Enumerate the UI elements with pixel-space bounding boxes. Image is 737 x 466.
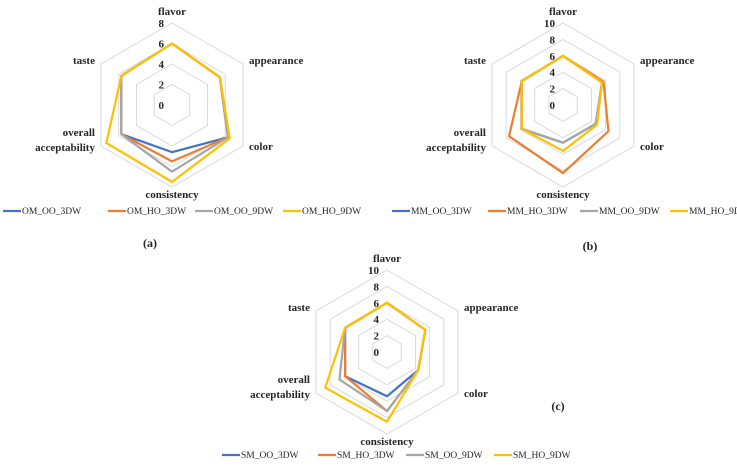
panel-label: (b) — [583, 239, 598, 253]
grid-ring — [534, 71, 592, 139]
legend-entry: OM_HO_9DW — [302, 207, 361, 217]
legend-entry: SM_HO_3DW — [337, 451, 395, 461]
series-line-OM_OO_3DW — [120, 42, 230, 154]
axis-label: overall acceptability — [250, 374, 310, 401]
axis-label: flavor — [158, 6, 186, 18]
legend-entry: SM_OO_3DW — [241, 451, 299, 461]
tick-label: 10 — [368, 265, 380, 277]
legend-entry: MM_HO_9DW — [689, 207, 737, 217]
legend-entry: MM_OO_9DW — [599, 207, 660, 217]
tick-label: 0 — [159, 100, 165, 112]
tick-label: 10 — [544, 18, 556, 30]
axis-label-line: acceptability — [426, 142, 486, 154]
grid-ring — [491, 22, 635, 188]
axis-label: taste — [464, 55, 486, 67]
series-line-SM_HO_9DW — [324, 301, 427, 423]
legend-entry: OM_HO_3DW — [127, 207, 186, 217]
axis-label-line: acceptability — [35, 142, 95, 154]
series-line-MM_HO_9DW — [520, 54, 604, 153]
axis-label-line: overall — [454, 127, 486, 139]
axis-label: taste — [288, 302, 310, 314]
tick-label: 6 — [374, 298, 380, 310]
axis-label-line: acceptability — [250, 389, 310, 401]
grid-ring — [315, 269, 459, 435]
axis-label: appearance — [640, 55, 695, 67]
grid-ring — [329, 285, 445, 419]
axis-label: overall acceptability — [426, 127, 486, 154]
tick-label: 2 — [550, 84, 556, 96]
axis-label: consistency — [536, 189, 590, 201]
axis-label: taste — [73, 55, 95, 67]
axis-label: overall acceptability — [35, 127, 95, 154]
series-line-OM_HO_3DW — [120, 42, 230, 163]
tick-label: 0 — [550, 100, 556, 112]
grid-ring — [548, 88, 578, 122]
legend-entry: SM_HO_9DW — [513, 451, 571, 461]
axis-label: flavor — [373, 253, 401, 265]
grid-ring — [153, 83, 191, 127]
panel-label: (c) — [551, 399, 564, 413]
legend-entry: OM_OO_9DW — [214, 207, 273, 217]
grid-ring — [135, 63, 209, 147]
tick-label: 2 — [374, 331, 380, 343]
series-line-OM_HO_9DW — [105, 42, 231, 183]
axis-label: flavor — [549, 6, 577, 18]
series-line-SM_OO_3DW — [344, 301, 427, 398]
panel-label: (a) — [143, 236, 157, 250]
grid-ring — [372, 335, 402, 369]
axis-label: appearance — [249, 55, 304, 67]
tick-label: 4 — [159, 59, 165, 71]
axis-label: consistency — [145, 189, 199, 201]
tick-label: 8 — [550, 34, 556, 46]
tick-label: 8 — [374, 281, 380, 293]
legend-entry: OM_OO_3DW — [22, 207, 81, 217]
tick-label: 6 — [159, 39, 165, 51]
grid-ring — [505, 38, 621, 172]
axis-label: color — [640, 141, 664, 153]
tick-label: 8 — [159, 18, 165, 30]
axis-label-line: overall — [278, 374, 310, 386]
axis-label-line: overall — [63, 127, 95, 139]
axis-label: consistency — [360, 436, 414, 448]
axis-label: color — [249, 141, 273, 153]
grid-ring — [519, 55, 607, 155]
grid-ring — [358, 318, 416, 386]
tick-label: 6 — [550, 51, 556, 63]
axis-label: appearance — [464, 302, 518, 314]
grid-ring — [100, 22, 244, 188]
tick-label: 2 — [159, 80, 165, 92]
grid-ring — [118, 42, 226, 168]
legend-entry: SM_OO_9DW — [425, 451, 483, 461]
legend-entry: MM_OO_3DW — [411, 207, 472, 217]
axis-label: color — [464, 388, 488, 400]
legend-entry: MM_HO_3DW — [507, 207, 568, 217]
tick-label: 0 — [374, 347, 380, 359]
tick-label: 4 — [550, 67, 556, 79]
tick-label: 4 — [374, 314, 380, 326]
